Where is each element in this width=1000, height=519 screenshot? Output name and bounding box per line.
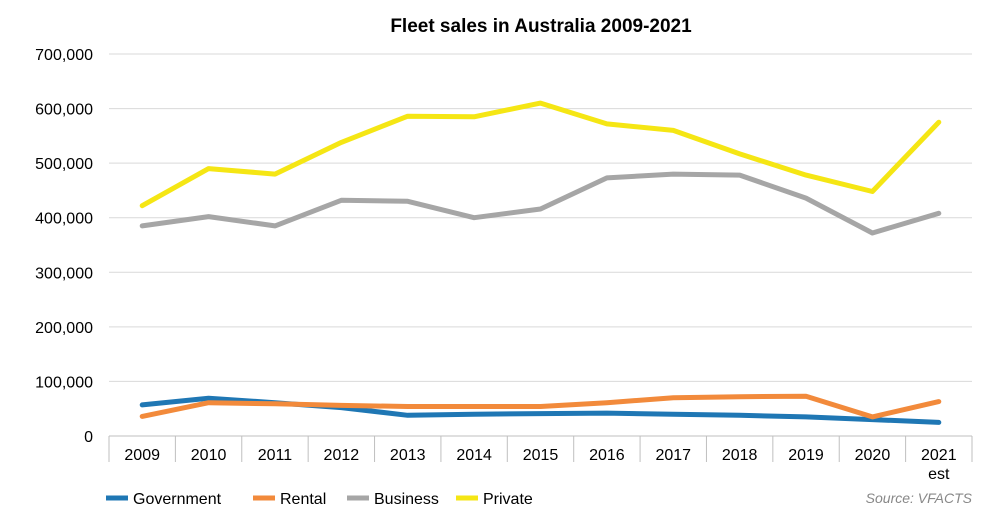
x-tick-label: 2017 xyxy=(655,447,691,464)
source-note: Source: VFACTS xyxy=(866,490,973,506)
legend: Government Rental Business Private xyxy=(106,491,533,508)
y-tick-label: 0 xyxy=(84,429,93,446)
x-tick-label: 2014 xyxy=(456,447,492,464)
x-tick-label: 2019 xyxy=(788,447,824,464)
y-axis: 0 100,000 200,000 300,000 400,000 500,000 600,… xyxy=(35,47,93,446)
x-tick-label: 2015 xyxy=(523,447,559,464)
y-tick-label: 100,000 xyxy=(35,374,93,391)
x-tick-label: 2021 est xyxy=(921,447,957,483)
y-tick-label: 400,000 xyxy=(35,211,93,228)
legend-label-government: Government xyxy=(133,491,222,508)
x-tick-label: 2018 xyxy=(722,447,758,464)
series-line-rental xyxy=(139,393,942,420)
gridlines xyxy=(109,53,972,382)
x-tick-label: 2010 xyxy=(191,447,227,464)
series-lines xyxy=(139,100,942,425)
x-tick-label: 2011 xyxy=(258,447,293,464)
y-tick-label: 200,000 xyxy=(35,320,93,337)
series-line-business xyxy=(139,171,942,236)
x-tick-label: 2020 xyxy=(855,447,891,464)
chart-title: Fleet sales in Australia 2009-2021 xyxy=(390,16,692,37)
x-tick-label: 2013 xyxy=(390,447,426,464)
legend-label-business: Business xyxy=(374,491,439,508)
legend-label-private: Private xyxy=(483,491,533,508)
x-axis: 2009 2010 2011 2012 2013 2014 2015 2016 2017 2018… xyxy=(108,435,973,483)
series-line-private xyxy=(139,100,942,209)
y-tick-label: 700,000 xyxy=(35,47,93,64)
legend-label-rental: Rental xyxy=(280,491,326,508)
y-tick-label: 500,000 xyxy=(35,156,93,173)
y-tick-label: 600,000 xyxy=(35,102,93,119)
y-tick-label: 300,000 xyxy=(35,265,93,282)
x-tick-label: 2016 xyxy=(589,447,625,464)
x-tick-label: 2012 xyxy=(324,447,360,464)
x-tick-label: 2009 xyxy=(124,447,160,464)
